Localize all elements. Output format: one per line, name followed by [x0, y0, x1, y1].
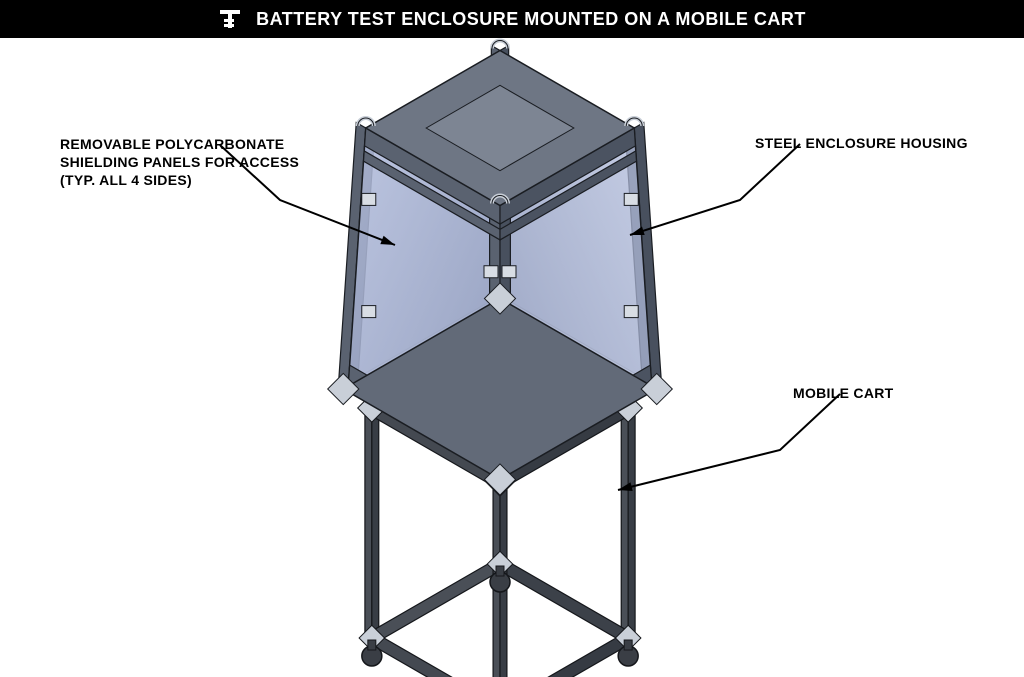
diagram-svg — [0, 38, 1024, 677]
title-bar: BATTERY TEST ENCLOSURE MOUNTED ON A MOBI… — [0, 0, 1024, 38]
ts-logo-icon — [218, 7, 242, 31]
page-title: BATTERY TEST ENCLOSURE MOUNTED ON A MOBI… — [256, 9, 806, 30]
